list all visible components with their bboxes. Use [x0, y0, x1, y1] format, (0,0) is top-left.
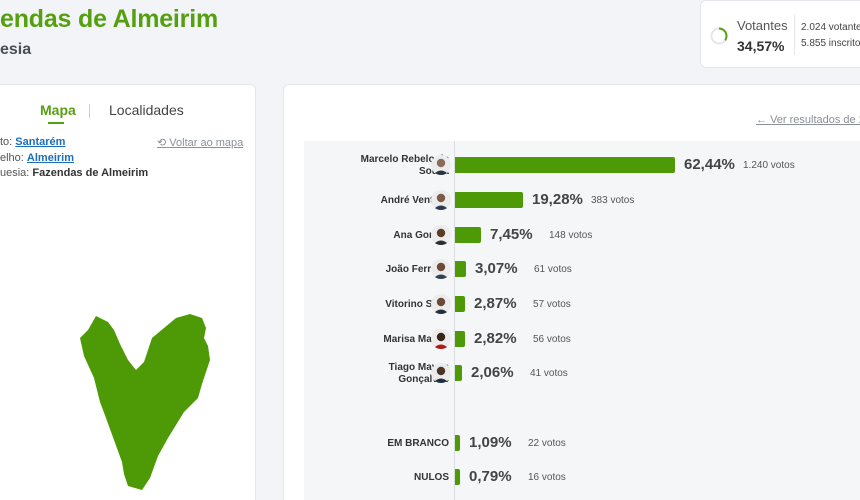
back-to-map-label: Voltar ao mapa — [169, 137, 244, 149]
result-bar — [455, 296, 465, 312]
candidate-name: Tiago Mayan Gonçalves — [388, 362, 449, 385]
votantes-label: Votantes — [737, 18, 788, 33]
candidate-avatar — [431, 155, 451, 175]
candidate-name: EM BRANCO — [387, 438, 449, 449]
breadcrumb-distrito: to: Santarém — [0, 136, 65, 148]
divider — [794, 15, 795, 55]
turnout-ring-icon — [710, 27, 728, 45]
result-bar — [455, 157, 675, 173]
result-percentage: 2,82% — [474, 330, 517, 347]
breadcrumb-label: uesia: — [0, 167, 30, 179]
candidate-avatar — [431, 329, 451, 349]
map-panel: Mapa Localidades to: Santarém elho: Alme… — [0, 84, 256, 500]
chart-axis — [454, 141, 455, 500]
result-bar — [455, 261, 466, 277]
result-percentage: 7,45% — [490, 226, 533, 243]
back-to-map-link[interactable]: ⟲ Voltar ao mapa — [157, 136, 243, 149]
page-title: endas de Almeirim — [0, 5, 218, 33]
candidate-avatar — [431, 363, 451, 383]
candidate-avatar — [431, 225, 451, 245]
result-bar — [455, 192, 523, 208]
tab-mapa[interactable]: Mapa — [40, 102, 76, 118]
candidate-name: André Ventura — [380, 195, 449, 206]
candidate-name: Ana Gomes — [393, 230, 449, 241]
result-percentage: 62,44% — [684, 156, 735, 173]
breadcrumb-current: Fazendas de Almeirim — [32, 167, 149, 179]
votantes-card: Votantes 34,57% 2.024 votantes 5.855 ins… — [700, 0, 860, 68]
result-votes: 56 votos — [533, 334, 571, 345]
result-percentage: 19,28% — [532, 191, 583, 208]
breadcrumb-link-santarem[interactable]: Santarém — [15, 136, 66, 148]
breadcrumb-label: elho: — [0, 152, 24, 164]
result-votes: 383 votos — [591, 195, 635, 206]
candidate-avatar — [431, 259, 451, 279]
candidate-name: NULOS — [414, 472, 449, 483]
result-percentage: 3,07% — [475, 260, 518, 277]
voters-count: 2.024 votantes — [801, 22, 860, 33]
parish-map-shape[interactable] — [78, 308, 212, 490]
result-bar — [455, 227, 481, 243]
results-panel: ← Ver resultados de 2 Marcelo Rebelo de … — [283, 84, 860, 500]
active-tab-indicator — [48, 122, 64, 124]
registered-count: 5.855 inscritos — [801, 38, 860, 49]
result-percentage: 1,09% — [469, 434, 512, 451]
result-bar — [455, 331, 465, 347]
result-votes: 61 votos — [534, 264, 572, 275]
result-votes: 148 votos — [549, 230, 593, 241]
previous-results-label: Ver resultados de 2 — [770, 114, 860, 126]
candidate-name: Marisa Matias — [383, 334, 449, 345]
candidate-avatar — [431, 190, 451, 210]
result-votes: 57 votos — [533, 299, 571, 310]
candidate-avatar — [431, 294, 451, 314]
result-votes: 1.240 votos — [743, 160, 795, 171]
breadcrumb-link-almeirim[interactable]: Almeirim — [26, 152, 74, 164]
previous-results-link[interactable]: ← Ver resultados de 2 — [756, 114, 860, 126]
page-subtitle: esia — [0, 41, 32, 58]
arrow-left-icon: ← — [756, 114, 767, 126]
candidate-name: Vitorino Silva — [385, 299, 449, 310]
breadcrumb-label: to: — [0, 136, 13, 148]
result-votes: 22 votos — [528, 438, 566, 449]
undo-icon: ⟲ — [157, 137, 167, 149]
result-votes: 16 votos — [528, 472, 566, 483]
votantes-percentage: 34,57% — [737, 38, 785, 54]
candidate-name: João Ferreira — [385, 264, 449, 275]
result-bar — [455, 469, 460, 485]
result-percentage: 0,79% — [469, 468, 512, 485]
result-bar — [455, 365, 462, 381]
result-bar — [455, 435, 460, 451]
results-chart: Marcelo Rebelo de Sousa62,44%1.240 votos… — [304, 141, 860, 500]
result-percentage: 2,87% — [474, 295, 517, 312]
breadcrumb-concelho: elho: Almeirim — [0, 152, 74, 164]
breadcrumb-freguesia: uesia: Fazendas de Almeirim — [0, 167, 148, 179]
tab-divider — [89, 104, 90, 118]
result-percentage: 2,06% — [471, 364, 514, 381]
tab-localidades[interactable]: Localidades — [109, 102, 184, 118]
result-votes: 41 votos — [530, 368, 568, 379]
